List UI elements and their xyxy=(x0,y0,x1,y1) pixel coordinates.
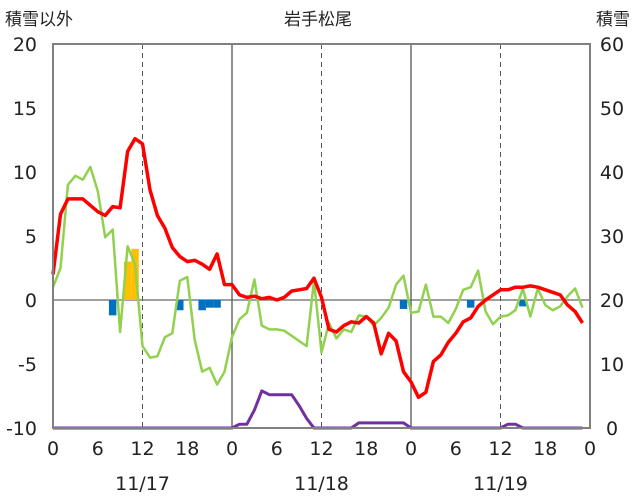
left-tick-label: 10 xyxy=(13,162,37,184)
bar xyxy=(108,300,117,316)
left-tick-label: 20 xyxy=(13,34,37,56)
x-hour-label: 12 xyxy=(130,438,154,460)
right-tick-label: 30 xyxy=(600,226,624,248)
x-hour-label: 12 xyxy=(488,438,512,460)
x-hour-label: 0 xyxy=(47,438,59,460)
right-tick-label: 60 xyxy=(600,34,624,56)
left-tick-label: 5 xyxy=(25,226,37,248)
right-tick-label: 40 xyxy=(600,162,624,184)
bar xyxy=(213,300,221,308)
bar xyxy=(123,261,132,300)
x-hour-label: 0 xyxy=(405,438,417,460)
right-tick-label: 10 xyxy=(600,354,624,376)
left-tick-label: -10 xyxy=(6,418,37,440)
x-hour-label: 18 xyxy=(533,438,557,460)
x-hour-label: 6 xyxy=(271,438,283,460)
x-date-label: 11/18 xyxy=(294,473,349,495)
right-axis-label: 積雪 xyxy=(596,10,630,30)
grid xyxy=(53,44,590,428)
plot-frame xyxy=(52,43,591,429)
bar xyxy=(205,300,214,308)
bar xyxy=(176,300,184,311)
left-axis-label: 積雪以外 xyxy=(5,10,73,30)
bar xyxy=(399,300,408,309)
green-line xyxy=(51,165,584,386)
x-hour-label: 12 xyxy=(309,438,333,460)
x-hour-label: 0 xyxy=(584,438,596,460)
right-tick-label: 50 xyxy=(600,98,624,120)
bar xyxy=(519,300,527,307)
x-date-label: 11/19 xyxy=(473,473,528,495)
x-hour-label: 6 xyxy=(92,438,104,460)
red-line xyxy=(51,136,584,400)
bar xyxy=(198,300,206,311)
chart-title: 岩手松尾 xyxy=(284,10,352,30)
bar xyxy=(466,300,475,308)
right-tick-label: 0 xyxy=(606,418,618,440)
left-tick-label: 0 xyxy=(25,290,37,312)
purple-line xyxy=(53,389,583,430)
x-hour-label: 0 xyxy=(226,438,238,460)
right-tick-label: 20 xyxy=(600,290,624,312)
left-tick-label: 15 xyxy=(13,98,37,120)
x-date-label: 11/17 xyxy=(115,473,170,495)
x-hour-label: 6 xyxy=(450,438,462,460)
left-tick-label: -5 xyxy=(18,354,37,376)
x-hour-label: 18 xyxy=(175,438,199,460)
x-hour-label: 18 xyxy=(354,438,378,460)
